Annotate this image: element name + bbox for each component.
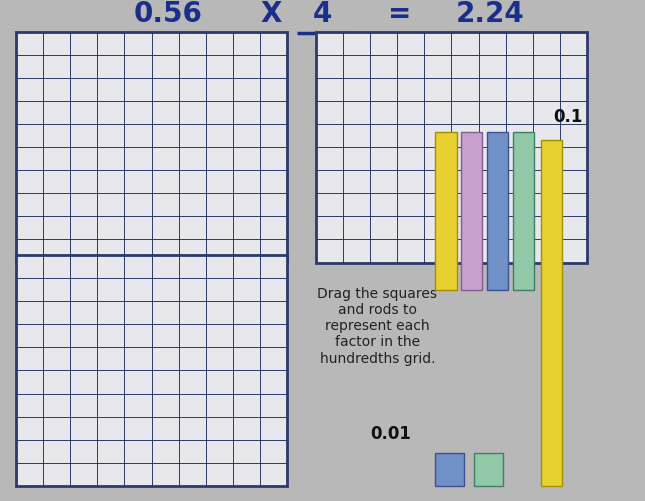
- Bar: [513, 133, 534, 291]
- Text: 0.56: 0.56: [134, 0, 202, 28]
- Bar: [16, 33, 287, 263]
- Bar: [461, 133, 482, 291]
- Text: Drag the squares
and rods to
represent each
factor in the
hundredths grid.: Drag the squares and rods to represent e…: [317, 287, 437, 365]
- Bar: [16, 256, 287, 486]
- Text: X: X: [260, 0, 282, 28]
- Bar: [474, 453, 503, 486]
- Text: =: =: [388, 0, 412, 28]
- Text: 4: 4: [313, 0, 332, 28]
- Bar: [541, 140, 562, 486]
- Text: 2.24: 2.24: [456, 0, 524, 28]
- Text: 0.01: 0.01: [370, 424, 411, 442]
- Bar: [435, 453, 464, 486]
- Bar: [487, 133, 508, 291]
- Text: 0.1: 0.1: [553, 107, 582, 125]
- Bar: [435, 133, 457, 291]
- Bar: [316, 33, 587, 263]
